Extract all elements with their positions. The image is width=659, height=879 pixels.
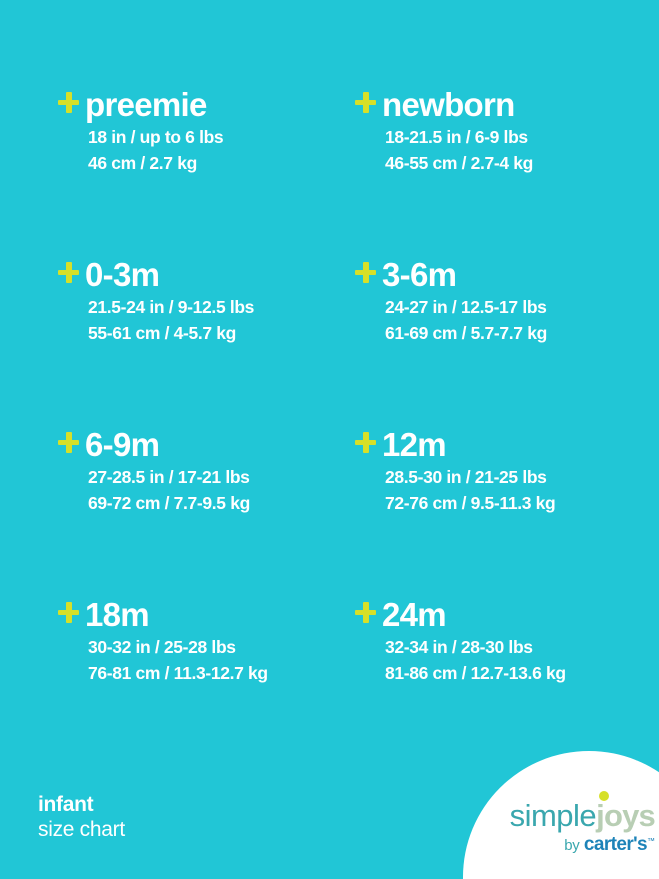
size-detail-metric: 55-61 cm / 4-5.7 kg (88, 323, 237, 344)
size-block-6-9m: 6-9m 27-28.5 in / 17-21 lbs 69-72 cm / 7… (58, 426, 355, 598)
size-detail-imperial: 18-21.5 in / 6-9 lbs (385, 126, 528, 147)
size-heading: newborn (355, 86, 652, 123)
size-label: 3-6m (382, 256, 457, 293)
size-block-newborn: newborn 18-21.5 in / 6-9 lbs 46-55 cm / … (355, 86, 652, 258)
logo-word-simple: simple (509, 798, 597, 833)
size-block-24m: 24m 32-34 in / 28-30 lbs 81-86 cm / 12.7… (355, 596, 652, 768)
size-detail-imperial: 21.5-24 in / 9-12.5 lbs (88, 296, 255, 317)
size-detail-imperial: 24-27 in / 12.5-17 lbs (385, 296, 547, 317)
plus-icon (58, 261, 79, 283)
size-heading: 12m (355, 426, 652, 463)
size-heading: 6-9m (58, 426, 355, 463)
plus-icon (355, 431, 376, 453)
size-detail-metric: 61-69 cm / 5.7-7.7 kg (385, 323, 547, 344)
trademark-icon: ™ (647, 836, 655, 846)
logo-wordmark: simple joys (505, 791, 656, 833)
plus-icon (355, 601, 376, 623)
logo-joys-wrapper: joys (596, 791, 656, 833)
brand-logo: simple joys by carter's™ (505, 791, 656, 854)
size-detail-imperial: 30-32 in / 25-28 lbs (88, 636, 236, 657)
size-heading: 0-3m (58, 256, 355, 293)
size-label: 18m (85, 596, 150, 633)
size-label: preemie (85, 86, 207, 123)
size-label: 6-9m (85, 426, 160, 463)
logo-byline-prefix: by (564, 837, 580, 854)
size-block-18m: 18m 30-32 in / 25-28 lbs 76-81 cm / 11.3… (58, 596, 355, 768)
size-block-preemie: preemie 18 in / up to 6 lbs 46 cm / 2.7 … (58, 86, 355, 258)
size-label: 0-3m (85, 256, 160, 293)
size-heading: 24m (355, 596, 652, 633)
plus-icon (58, 91, 79, 113)
plus-icon (58, 601, 79, 623)
size-block-0-3m: 0-3m 21.5-24 in / 9-12.5 lbs 55-61 cm / … (58, 256, 355, 428)
size-detail-imperial: 28.5-30 in / 21-25 lbs (385, 466, 547, 487)
size-detail-imperial: 18 in / up to 6 lbs (88, 126, 224, 147)
size-detail-metric: 69-72 cm / 7.7-9.5 kg (88, 493, 250, 514)
size-heading: preemie (58, 86, 355, 123)
size-block-12m: 12m 28.5-30 in / 21-25 lbs 72-76 cm / 9.… (355, 426, 652, 598)
logo-word-joys: joys (596, 798, 656, 833)
logo-dot-icon (599, 791, 610, 801)
caption-title: infant (38, 792, 94, 816)
size-detail-imperial: 27-28.5 in / 17-21 lbs (88, 466, 250, 487)
size-heading: 18m (58, 596, 355, 633)
plus-icon (355, 91, 376, 113)
caption-subtitle: size chart (38, 818, 125, 842)
size-detail-metric: 72-76 cm / 9.5-11.3 kg (385, 493, 556, 514)
size-label: 24m (382, 596, 447, 633)
size-grid: preemie 18 in / up to 6 lbs 46 cm / 2.7 … (58, 86, 652, 683)
size-detail-metric: 76-81 cm / 11.3-12.7 kg (88, 663, 268, 684)
size-detail-metric: 46-55 cm / 2.7-4 kg (385, 153, 534, 174)
logo-byline-brand: carter's (583, 834, 648, 855)
size-detail-metric: 81-86 cm / 12.7-13.6 kg (385, 663, 566, 684)
size-heading: 3-6m (355, 256, 652, 293)
plus-icon (355, 261, 376, 283)
plus-icon (58, 431, 79, 453)
chart-caption: infant size chart (38, 792, 125, 843)
size-detail-metric: 46 cm / 2.7 kg (88, 153, 197, 174)
logo-byline: by carter's™ (505, 835, 655, 854)
size-detail-imperial: 32-34 in / 28-30 lbs (385, 636, 533, 657)
size-block-3-6m: 3-6m 24-27 in / 12.5-17 lbs 61-69 cm / 5… (355, 256, 652, 428)
size-label: newborn (382, 86, 515, 123)
size-label: 12m (382, 426, 447, 463)
